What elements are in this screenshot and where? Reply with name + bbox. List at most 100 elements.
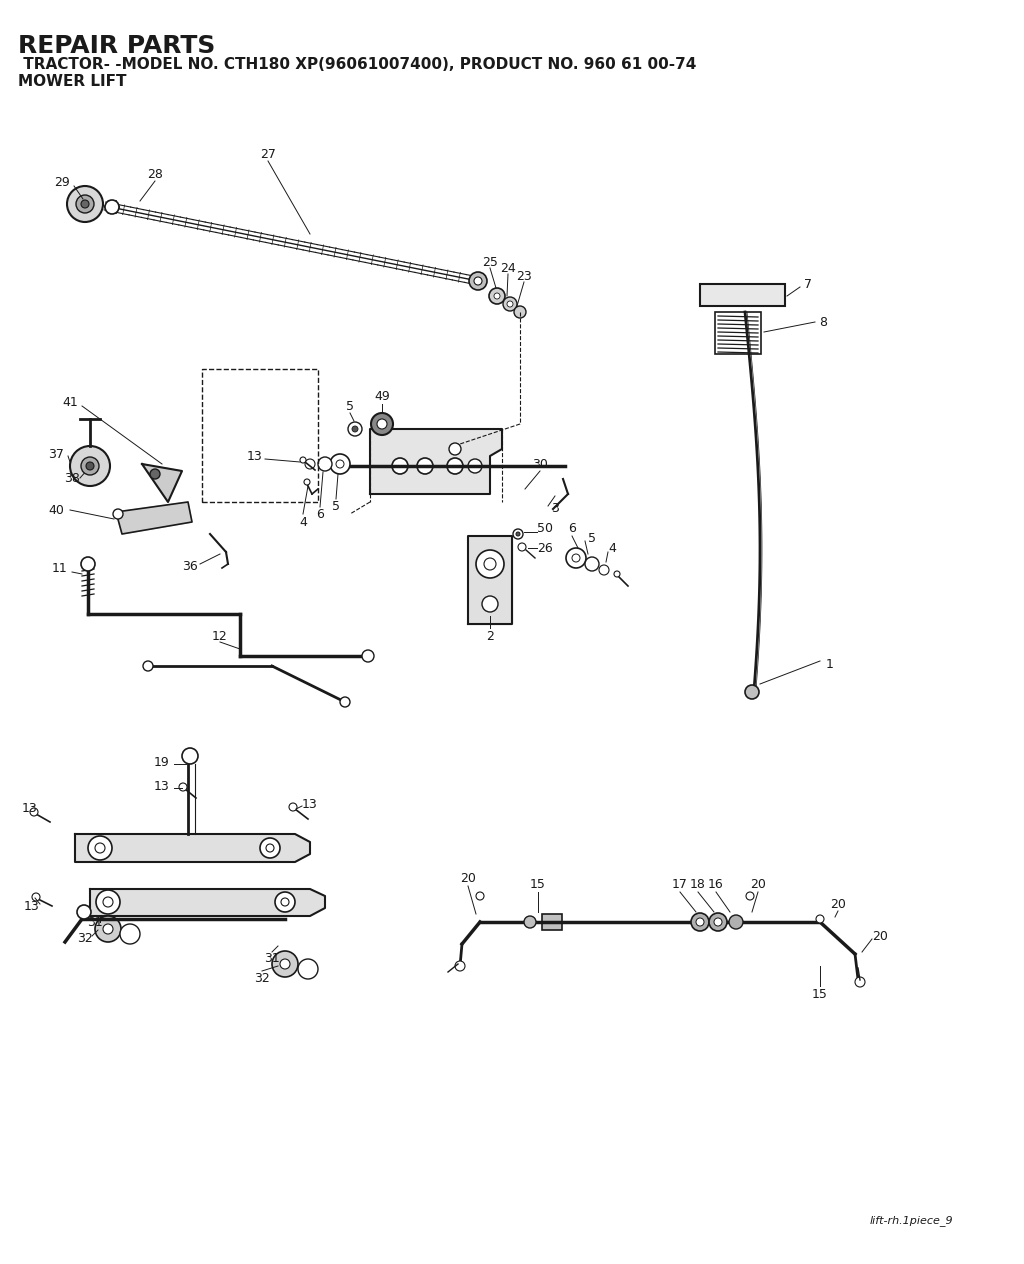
Polygon shape [75,834,310,862]
Circle shape [77,905,91,919]
Circle shape [455,961,465,971]
Text: 20: 20 [872,929,888,943]
Circle shape [371,413,393,435]
Circle shape [86,463,94,470]
Circle shape [179,782,187,791]
Text: 5: 5 [588,531,596,545]
Text: 40: 40 [48,503,63,517]
Text: 17: 17 [672,877,688,891]
Text: 13: 13 [25,900,40,913]
Text: TRACTOR- -MODEL NO. CTH180 XP(96061007400), PRODUCT NO. 960 61 00-74: TRACTOR- -MODEL NO. CTH180 XP(9606100740… [18,57,696,72]
Text: 23: 23 [516,269,531,282]
Circle shape [275,892,295,913]
Text: 25: 25 [482,255,498,268]
Circle shape [469,272,487,289]
Text: 38: 38 [65,473,80,485]
Circle shape [362,650,374,662]
Text: 50: 50 [537,522,553,536]
Circle shape [484,557,496,570]
Circle shape [507,301,513,307]
Text: 6: 6 [316,508,324,521]
Text: 5: 5 [332,499,340,512]
Circle shape [280,959,290,969]
Circle shape [599,565,609,575]
Text: 1: 1 [826,657,834,670]
Circle shape [392,458,408,474]
Text: 29: 29 [54,176,70,188]
Circle shape [816,915,824,923]
Text: 32: 32 [254,972,270,986]
Text: 36: 36 [182,560,198,573]
Polygon shape [468,536,512,624]
Circle shape [566,549,586,568]
Circle shape [76,195,94,214]
Text: 8: 8 [819,316,827,329]
Bar [700,284,785,306]
Circle shape [143,661,153,671]
Circle shape [449,442,461,455]
Text: 5: 5 [346,399,354,412]
Polygon shape [370,428,502,494]
Circle shape [377,418,387,428]
Text: REPAIR PARTS: REPAIR PARTS [18,34,215,58]
Circle shape [304,479,310,485]
Text: 20: 20 [460,872,476,886]
Circle shape [96,890,120,914]
Circle shape [494,293,500,300]
Circle shape [289,803,297,811]
Circle shape [266,844,274,852]
Circle shape [88,836,112,860]
Text: 31: 31 [87,915,102,929]
Text: 28: 28 [147,168,163,181]
Circle shape [318,458,332,471]
Circle shape [447,458,463,474]
Text: lift-rh.1piece_9: lift-rh.1piece_9 [870,1215,953,1226]
Text: 2: 2 [486,629,494,642]
Circle shape [105,200,119,214]
Circle shape [30,808,38,817]
Circle shape [352,426,358,432]
Circle shape [476,892,484,900]
Polygon shape [116,502,193,533]
Circle shape [572,554,580,562]
Text: 20: 20 [750,877,766,891]
Circle shape [696,918,705,927]
Circle shape [585,557,599,571]
Polygon shape [90,889,325,916]
Text: 27: 27 [260,148,275,161]
Text: 26: 26 [538,541,553,555]
Text: 41: 41 [62,396,78,408]
Circle shape [489,288,505,305]
Circle shape [476,550,504,578]
Circle shape [95,916,121,942]
Circle shape [103,924,113,934]
Text: 20: 20 [830,897,846,910]
Text: 13: 13 [155,780,170,793]
Text: 15: 15 [530,877,546,891]
Circle shape [340,696,350,707]
Text: 12: 12 [212,629,228,642]
Text: 37: 37 [48,447,63,460]
Text: 32: 32 [77,933,93,945]
Circle shape [614,571,620,576]
Text: 15: 15 [812,987,828,1001]
Text: 24: 24 [500,262,516,274]
Circle shape [113,509,123,520]
Circle shape [81,557,95,571]
Text: 19: 19 [155,756,170,769]
Circle shape [120,924,140,944]
Text: 18: 18 [690,877,706,891]
Circle shape [330,454,350,474]
Text: 13: 13 [22,803,38,815]
Text: 13: 13 [302,798,317,810]
Circle shape [336,460,344,468]
Text: 6: 6 [568,522,575,535]
Text: 11: 11 [52,562,68,575]
Circle shape [745,685,759,699]
Circle shape [348,422,362,436]
Circle shape [474,277,482,284]
Circle shape [305,459,315,469]
Circle shape [417,458,433,474]
Polygon shape [142,464,182,502]
Circle shape [260,838,280,858]
